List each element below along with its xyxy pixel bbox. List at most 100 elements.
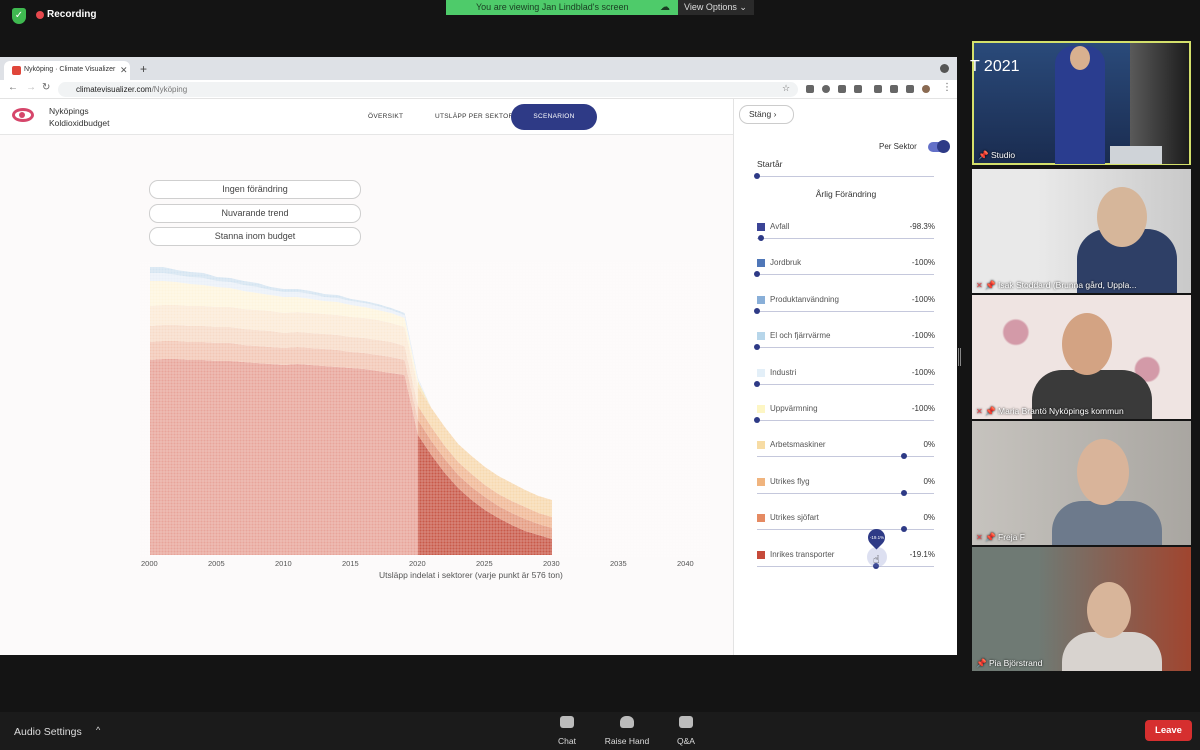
sector-name: El och fjärrvärme: [770, 331, 831, 341]
scenario-nuvarande-trend-button[interactable]: Nuvarande trend: [149, 204, 361, 223]
participant-tile-maria[interactable]: ✕ 📌 Maria Brantö Nyköpings kommun: [972, 295, 1191, 419]
nav-scenarion[interactable]: SCENARION: [511, 104, 597, 130]
url-domain: climatevisualizer.com: [76, 85, 152, 94]
puzzle-icon[interactable]: [906, 85, 914, 93]
sector-color-swatch: [757, 368, 765, 377]
sector-slider-knob[interactable]: [754, 344, 760, 351]
extension-icon[interactable]: [890, 85, 898, 93]
tab-title: Nyköping · Climate Visualizer: [24, 66, 116, 73]
sector-value: -100%: [911, 258, 935, 268]
sector-value: -100%: [911, 331, 935, 341]
startar-slider-track[interactable]: [757, 176, 934, 177]
raise-hand-button[interactable]: Raise Hand: [604, 736, 650, 746]
extension-icon[interactable]: [806, 85, 814, 93]
extension-icon[interactable]: [822, 85, 830, 93]
new-tab-icon[interactable]: +: [140, 62, 148, 76]
sector-slider-track[interactable]: [757, 274, 934, 276]
sector-slider-knob[interactable]: [757, 235, 764, 241]
reload-icon[interactable]: ↻: [42, 82, 51, 93]
audio-settings-button[interactable]: Audio Settings: [14, 726, 82, 738]
sector-slider-knob[interactable]: [754, 380, 760, 387]
sector-name: Jordbruk: [770, 258, 802, 268]
sector-slider-knob[interactable]: [900, 453, 907, 460]
x-axis-caption: Utsläpp indelat i sektorer (varje punkt …: [379, 570, 563, 580]
close-tab-icon[interactable]: ✕: [120, 65, 128, 75]
bookmark-star-icon[interactable]: ☆: [782, 83, 791, 93]
sector-slider-knob[interactable]: [754, 271, 760, 278]
participant-name: 📌 Studio: [978, 150, 1016, 160]
participant-tile-freja[interactable]: ✕ 📌 Freja F: [972, 421, 1191, 545]
resize-handle[interactable]: [958, 348, 961, 366]
sector-slider-knob[interactable]: [900, 489, 907, 496]
sector-slider-knob[interactable]: [754, 417, 760, 423]
x-tick-label: 2015: [342, 559, 359, 568]
sector-value: -19.1%: [909, 549, 935, 559]
shield-icon[interactable]: ✓: [12, 8, 26, 24]
participant-tile-isak[interactable]: ✕ 📌 Isak Stoddard (Brunna gård, Uppla...: [972, 169, 1191, 293]
qa-button[interactable]: Q&A: [677, 736, 695, 746]
sector-name: Utrikes flyg: [770, 476, 810, 486]
sector-value: -100%: [911, 367, 935, 377]
arlig-forandring-label: Årlig Förändring: [815, 189, 877, 199]
sector-slider-track[interactable]: [757, 310, 934, 312]
eye-logo-icon: [12, 108, 34, 122]
sector-slider-knob[interactable]: [754, 307, 760, 314]
scenario-ingen-forandring-button[interactable]: Ingen förändring: [149, 180, 361, 199]
sector-value: -100%: [911, 294, 935, 304]
chevron-up-icon[interactable]: ^: [96, 725, 101, 735]
forward-icon[interactable]: →: [26, 82, 36, 93]
tab-search-icon[interactable]: [940, 64, 949, 73]
sector-slider-track[interactable]: [757, 529, 934, 531]
participant-name: ✕ 📌 Isak Stoddard (Brunna gård, Uppla...: [976, 280, 1137, 290]
sector-slider-track[interactable]: [757, 456, 934, 458]
leave-button[interactable]: Leave: [1145, 720, 1192, 741]
browser-menu-icon[interactable]: ⋮: [942, 82, 952, 93]
sector-slider-track[interactable]: [757, 565, 934, 567]
url-input[interactable]: climatevisualizer.com/Nyköping: [58, 82, 798, 97]
hand-icon[interactable]: [620, 716, 634, 728]
participant-name: 📌 Pia Björstrand: [976, 658, 1043, 668]
sector-name: Uppvärmning: [770, 404, 818, 413]
scenario-stanna-inom-budget-button[interactable]: Stanna inom budget: [149, 227, 361, 246]
app-title-line2: Koldioxidbudget: [49, 118, 110, 128]
close-panel-button[interactable]: Stäng ›: [739, 105, 794, 124]
view-options-button[interactable]: View Options ⌄: [678, 0, 754, 15]
startar-slider-knob[interactable]: [754, 173, 760, 179]
person-head: [1097, 187, 1147, 247]
extension-icon[interactable]: [874, 85, 882, 93]
sector-slider-knob[interactable]: [872, 562, 879, 569]
participant-name: ✕ 📌 Maria Brantö Nyköpings kommun: [976, 406, 1124, 416]
extension-icon[interactable]: [838, 85, 846, 93]
x-tick-label: 2035: [610, 559, 627, 568]
sector-slider-track[interactable]: [757, 492, 934, 494]
sector-name: Arbetsmaskiner: [770, 440, 826, 450]
person-body: [1062, 632, 1162, 671]
chat-button[interactable]: Chat: [558, 736, 576, 746]
qa-icon[interactable]: [679, 716, 693, 728]
app-title-line1: Nyköpings: [49, 106, 89, 116]
sector-color-swatch: [757, 441, 765, 450]
sector-value: -98.3%: [909, 222, 935, 231]
profile-avatar[interactable]: [922, 85, 930, 93]
nav-utslapp-per-sektor[interactable]: UTSLÄPP PER SEKTOR: [435, 113, 514, 120]
x-tick-label: 2040: [677, 559, 694, 568]
nav-oversikt[interactable]: ÖVERSIKT: [368, 113, 404, 120]
participant-tile-pia[interactable]: 📌 Pia Björstrand: [972, 547, 1191, 671]
studio-backdrop-text: T 2021: [970, 58, 1020, 75]
mic-muted-icon: ✕: [976, 281, 983, 290]
sector-slider-track[interactable]: [757, 420, 934, 421]
sector-color-swatch: [757, 259, 765, 268]
sector-slider-track[interactable]: [757, 238, 934, 239]
sector-slider-knob[interactable]: [900, 526, 907, 533]
person-body: [1052, 501, 1162, 545]
sector-color-swatch: [757, 295, 765, 304]
x-tick-label: 2025: [476, 559, 493, 568]
extension-icon[interactable]: [854, 85, 862, 93]
back-icon[interactable]: ←: [8, 82, 18, 93]
sector-color-swatch: [757, 477, 765, 486]
toggle-knob[interactable]: [937, 140, 950, 153]
chat-icon[interactable]: [560, 716, 574, 728]
browser-tab[interactable]: Nyköping · Climate Visualizer ✕: [4, 61, 130, 80]
sector-slider-track[interactable]: [757, 383, 934, 385]
sector-slider-track[interactable]: [757, 347, 934, 349]
